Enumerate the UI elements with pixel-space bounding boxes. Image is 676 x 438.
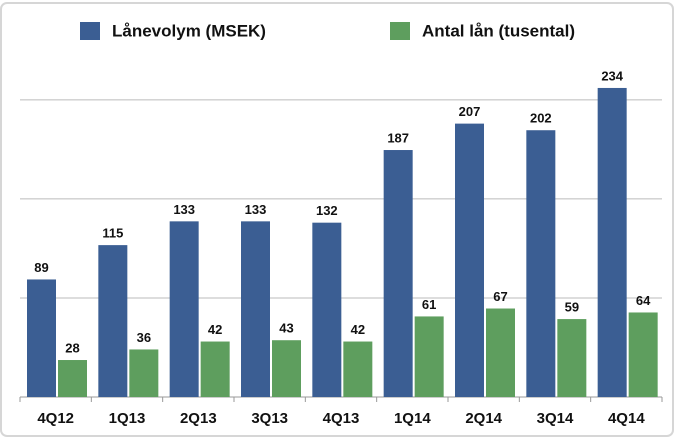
x-tick-label: 1Q13 (109, 410, 146, 427)
data-label: 59 (565, 300, 579, 315)
bar (58, 360, 87, 397)
x-tick-label: 3Q14 (537, 410, 574, 427)
data-label: 36 (137, 330, 151, 345)
bar (486, 308, 515, 397)
bar (343, 341, 373, 397)
data-label: 67 (493, 289, 507, 304)
data-label: 64 (636, 293, 651, 308)
x-tick-label: 4Q14 (608, 410, 645, 427)
bar (129, 349, 159, 397)
data-label: 133 (173, 202, 195, 217)
legend-swatch (390, 22, 410, 40)
bar (557, 319, 587, 397)
x-tick-label: 4Q13 (323, 410, 360, 427)
data-label: 234 (601, 68, 623, 83)
bar (628, 312, 658, 397)
data-label: 132 (316, 203, 338, 218)
x-tick-label: 2Q14 (465, 410, 502, 427)
bar (98, 245, 128, 397)
bar (312, 222, 342, 397)
x-tick-label: 1Q14 (394, 410, 431, 427)
bar (414, 316, 444, 397)
bar (272, 340, 301, 397)
data-label: 43 (279, 321, 293, 336)
x-tick-label: 3Q13 (251, 410, 288, 427)
data-label: 133 (245, 202, 267, 217)
data-label: 42 (351, 322, 365, 337)
data-label: 89 (34, 260, 48, 275)
data-label: 42 (208, 322, 222, 337)
bar (597, 87, 627, 397)
data-label: 187 (387, 130, 409, 145)
data-label: 202 (530, 111, 552, 126)
data-label: 115 (102, 226, 123, 241)
data-label: 28 (65, 340, 79, 355)
legend-label: Antal lån (tusental) (422, 21, 575, 40)
bar (526, 130, 556, 397)
data-label: 61 (422, 297, 436, 312)
x-tick-label: 4Q12 (37, 410, 74, 427)
bar (455, 123, 484, 397)
legend-swatch (80, 22, 100, 40)
data-label: 207 (459, 104, 481, 119)
x-tick-label: 2Q13 (180, 410, 217, 427)
bar (241, 221, 270, 397)
bar (27, 279, 56, 397)
bar (169, 221, 199, 397)
bar (383, 150, 413, 397)
legend-label: Lånevolym (MSEK) (112, 21, 266, 40)
bar (200, 341, 230, 397)
